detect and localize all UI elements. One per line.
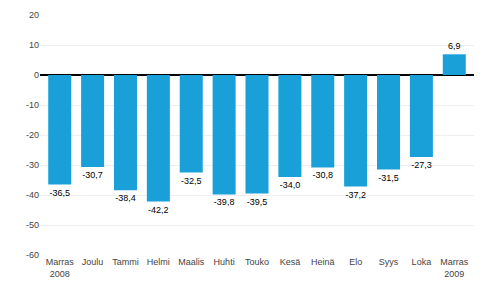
svg-text:Marras2008: Marras2008 bbox=[46, 257, 75, 279]
svg-text:Joulu: Joulu bbox=[82, 257, 104, 267]
svg-text:-37,2: -37,2 bbox=[345, 190, 366, 200]
svg-text:Helmi: Helmi bbox=[147, 257, 170, 267]
svg-text:-20: -20 bbox=[26, 130, 39, 140]
svg-text:-60: -60 bbox=[26, 250, 39, 260]
svg-text:-32,5: -32,5 bbox=[181, 176, 202, 186]
svg-text:Marras2009: Marras2009 bbox=[440, 257, 469, 279]
svg-text:-27,3: -27,3 bbox=[411, 160, 432, 170]
svg-text:Huhti: Huhti bbox=[214, 257, 235, 267]
svg-text:-30: -30 bbox=[26, 160, 39, 170]
svg-text:Tammi: Tammi bbox=[112, 257, 139, 267]
svg-text:-42,2: -42,2 bbox=[148, 205, 169, 215]
svg-text:6,9: 6,9 bbox=[448, 41, 461, 51]
svg-text:-39,8: -39,8 bbox=[214, 197, 235, 207]
svg-text:Touko: Touko bbox=[245, 257, 269, 267]
svg-text:-34,0: -34,0 bbox=[280, 180, 301, 190]
svg-text:0: 0 bbox=[34, 70, 39, 80]
svg-text:-31,5: -31,5 bbox=[378, 173, 399, 183]
svg-text:-50: -50 bbox=[26, 220, 39, 230]
svg-text:Elo: Elo bbox=[349, 257, 362, 267]
svg-text:-30,7: -30,7 bbox=[82, 170, 103, 180]
svg-text:20: 20 bbox=[29, 10, 39, 20]
svg-text:-39,5: -39,5 bbox=[247, 197, 268, 207]
svg-text:Heinä: Heinä bbox=[311, 257, 335, 267]
svg-text:-36,5: -36,5 bbox=[49, 188, 70, 198]
svg-text:-40: -40 bbox=[26, 190, 39, 200]
svg-text:Syys: Syys bbox=[379, 257, 399, 267]
svg-text:10: 10 bbox=[29, 40, 39, 50]
svg-text:-10: -10 bbox=[26, 100, 39, 110]
svg-text:Loka: Loka bbox=[412, 257, 432, 267]
svg-text:Maalis: Maalis bbox=[178, 257, 205, 267]
svg-text:Kesä: Kesä bbox=[280, 257, 301, 267]
svg-text:-38,4: -38,4 bbox=[115, 193, 136, 203]
svg-text:-30,8: -30,8 bbox=[313, 170, 334, 180]
